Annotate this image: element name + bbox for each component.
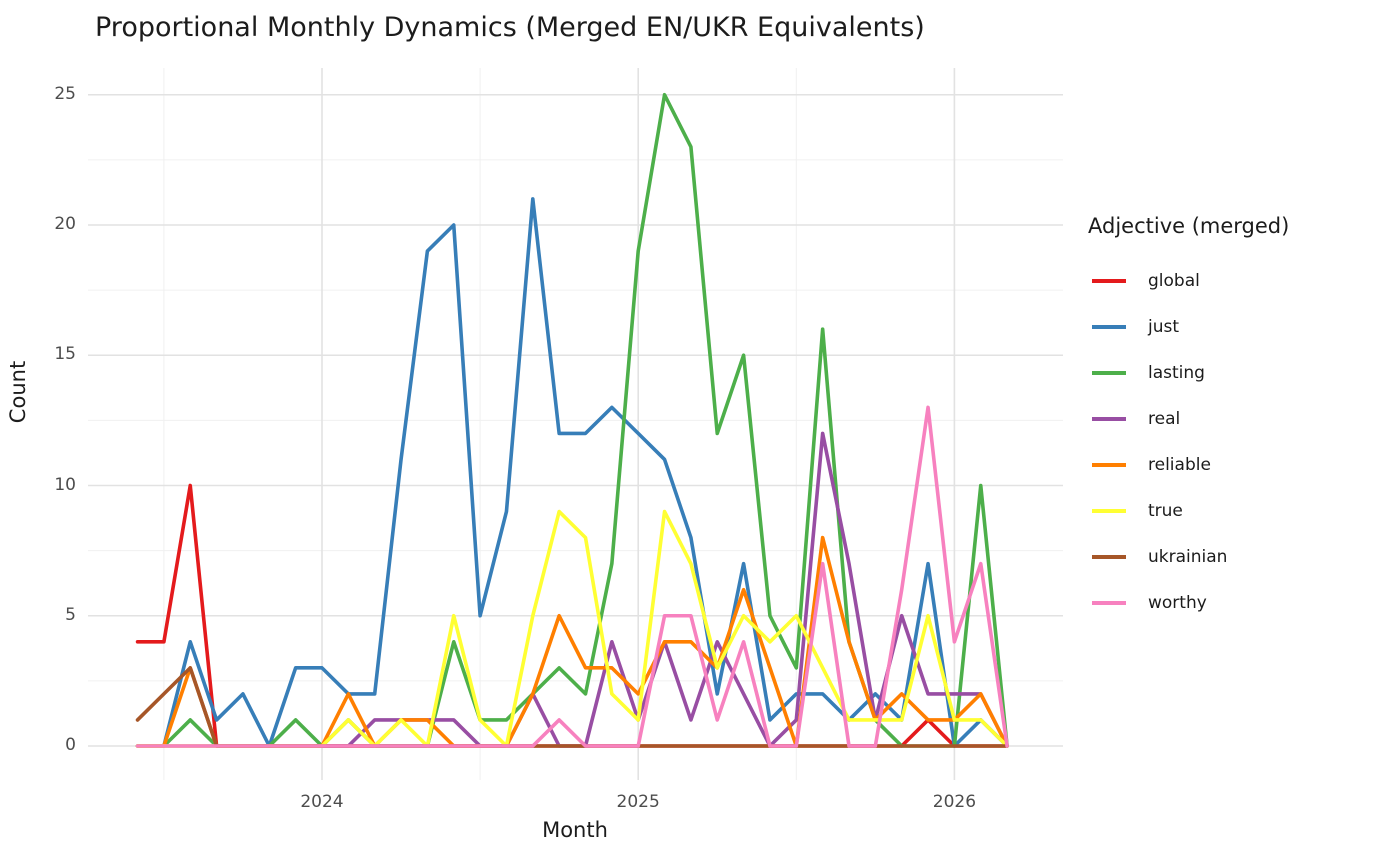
x-tick-label-2024: 2024 xyxy=(300,792,344,812)
legend-item-just: just xyxy=(1088,304,1289,350)
legend-label-global: global xyxy=(1148,271,1200,291)
legend-title: Adjective (merged) xyxy=(1088,214,1290,238)
x-tick-label-2026: 2026 xyxy=(932,792,977,812)
legend-swatch-just xyxy=(1092,325,1126,329)
legend-swatch-lasting xyxy=(1092,371,1126,375)
y-tick-label-10: 10 xyxy=(54,474,76,495)
chart-title: Proportional Monthly Dynamics (Merged EN… xyxy=(95,12,925,43)
legend-swatch-true xyxy=(1092,509,1126,513)
y-tick-label-15: 15 xyxy=(54,344,76,365)
y-tick-label-20: 20 xyxy=(54,214,76,234)
legend-swatch-global xyxy=(1092,279,1126,283)
legend-item-global: global xyxy=(1088,258,1289,304)
legend-item-true: true xyxy=(1088,488,1289,534)
legend-label-lasting: lasting xyxy=(1148,363,1205,383)
series-line-real xyxy=(135,431,1009,748)
legend-label-real: real xyxy=(1148,409,1181,429)
x-tick-label-2025: 2025 xyxy=(616,792,660,812)
legend-swatch-worthy xyxy=(1092,601,1126,605)
series-line-just xyxy=(135,197,1009,748)
x-axis-title: Month xyxy=(542,818,608,842)
legend-label-just: just xyxy=(1148,317,1180,337)
legend-swatch-ukrainian xyxy=(1092,555,1126,559)
legend-swatch-real xyxy=(1092,417,1126,421)
legend-label-ukrainian: ukrainian xyxy=(1148,547,1228,567)
legend-item-reliable: reliable xyxy=(1088,442,1289,488)
legend-item-real: real xyxy=(1088,396,1289,442)
y-tick-label-0: 0 xyxy=(65,735,76,755)
legend-item-ukrainian: ukrainian xyxy=(1088,534,1289,580)
series-line-worthy xyxy=(135,405,1009,748)
y-tick-label-5: 5 xyxy=(65,604,76,625)
legend: Adjective (merged) global just lasting real… xyxy=(1088,214,1289,626)
legend-swatch-reliable xyxy=(1092,463,1126,467)
legend-item-lasting: lasting xyxy=(1088,350,1289,396)
legend-label-true: true xyxy=(1148,501,1183,521)
legend-label-reliable: reliable xyxy=(1148,455,1211,475)
y-tick-label-25: 25 xyxy=(54,83,76,104)
legend-item-worthy: worthy xyxy=(1088,580,1289,626)
legend-items: global just lasting real reliable true ukraini… xyxy=(1088,258,1289,626)
legend-label-worthy: worthy xyxy=(1148,593,1207,613)
y-axis-title: Count xyxy=(6,360,30,424)
